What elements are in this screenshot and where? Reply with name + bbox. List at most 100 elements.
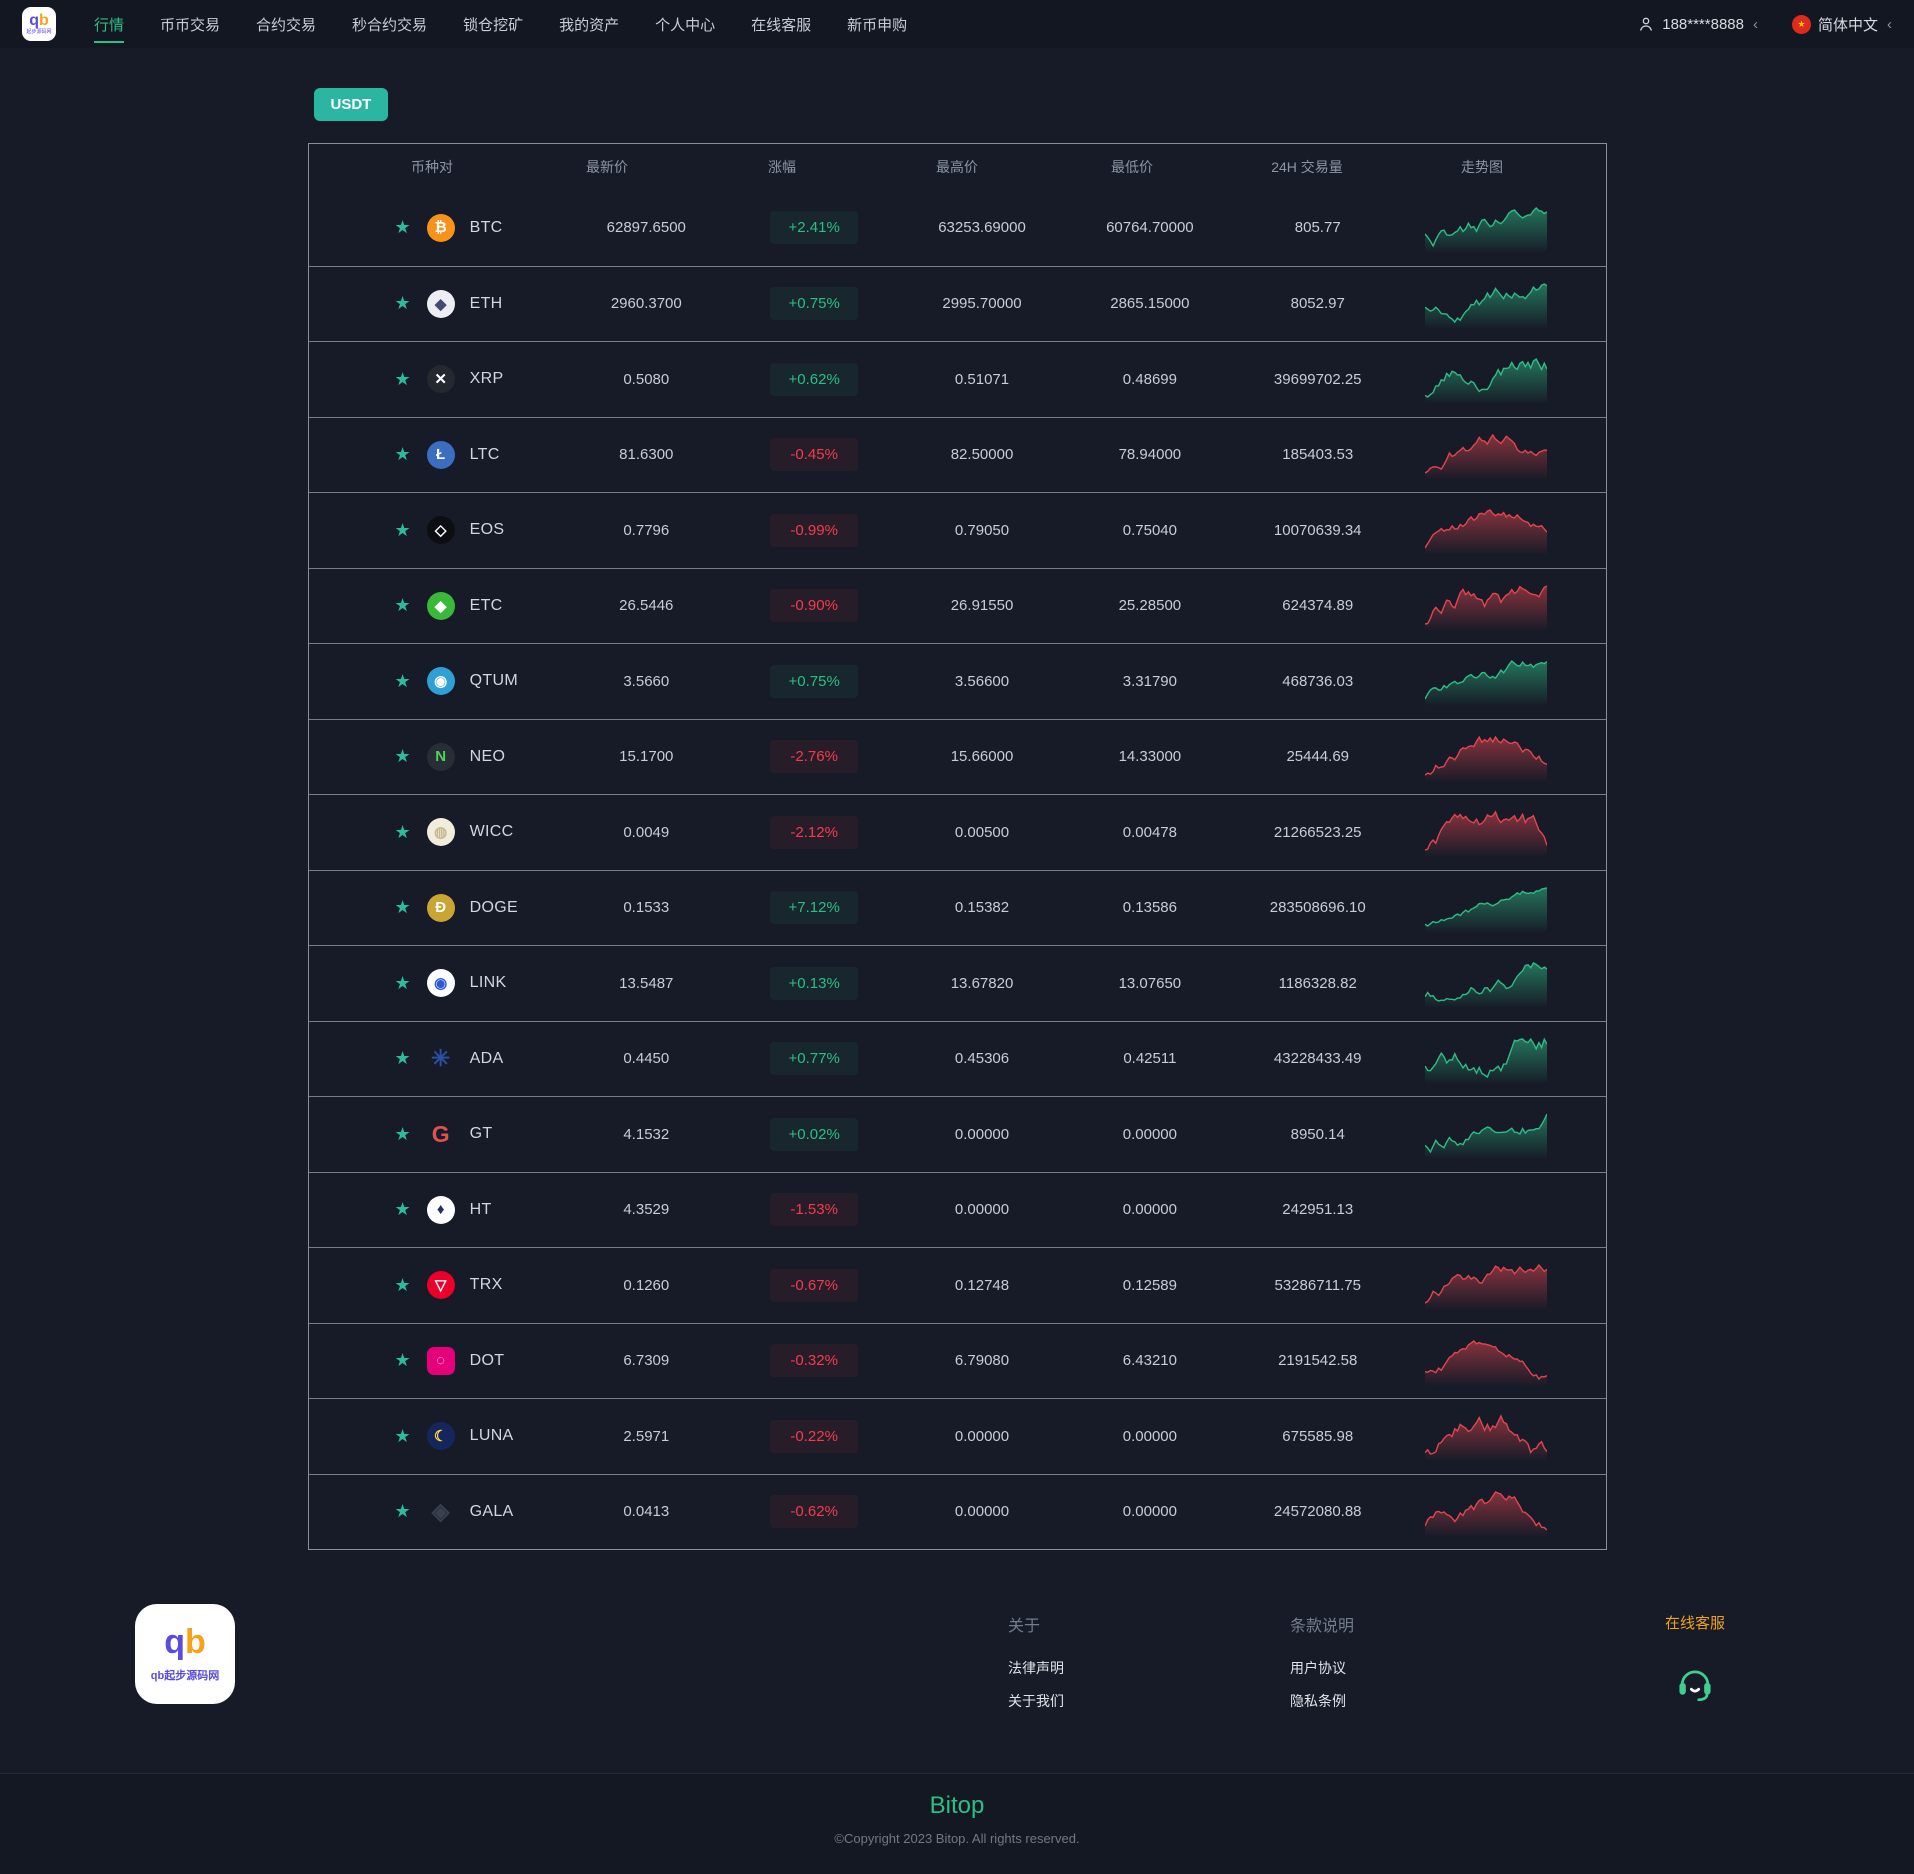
- low-price: 0.48699: [1122, 370, 1177, 388]
- favorite-star-icon[interactable]: ★: [394, 595, 411, 616]
- volume-24h: 53286711.75: [1274, 1276, 1361, 1294]
- volume-24h: 624374.89: [1282, 597, 1354, 615]
- nav-item-7[interactable]: 个人中心: [655, 16, 716, 34]
- low-price: 0.00000: [1122, 1125, 1177, 1143]
- nav-item-3[interactable]: 合约交易: [256, 16, 317, 34]
- change-badge: -0.67%: [770, 1268, 859, 1302]
- copyright-bar: Bitop ©Copyright 2023 Bitop. All rights …: [0, 1773, 1914, 1874]
- market-row-LINK[interactable]: ★ ◉ LINK 13.5487 +0.13% 13.67820 13.07650 11863…: [308, 945, 1606, 1021]
- volume-24h: 468736.03: [1282, 672, 1354, 690]
- user-account-menu[interactable]: 188****8888 ‹: [1637, 15, 1758, 33]
- market-row-ETC[interactable]: ★ ◆ ETC 26.5446 -0.90% 26.91550 25.28500 624374…: [308, 567, 1606, 644]
- trend-chart-cell: [1402, 1337, 1570, 1385]
- change-cell: -2.76%: [730, 740, 898, 774]
- change-cell: +0.75%: [730, 287, 898, 321]
- market-row-DOGE[interactable]: ★ Ð DOGE 0.1533 +7.12% 0.15382 0.13586 28350869…: [308, 869, 1606, 946]
- nav-item-2[interactable]: 币币交易: [160, 16, 221, 34]
- trend-chart-cell: [1402, 884, 1570, 932]
- nav-item-1[interactable]: 行情: [94, 0, 125, 48]
- qtum-coin-icon: ◉: [426, 667, 455, 696]
- change-badge: +0.02%: [770, 1117, 859, 1151]
- favorite-star-icon[interactable]: ★: [394, 1048, 411, 1069]
- headset-icon[interactable]: [1655, 1659, 1735, 1708]
- eth-coin-icon: ◆: [426, 289, 455, 318]
- high-price: 82.50000: [950, 446, 1014, 464]
- market-row-HT[interactable]: ★ ♦ HT 4.3529 -1.53% 0.00000 0.00000 242951.13: [308, 1171, 1606, 1248]
- market-table: 币种对 最新价 涨幅 最高价 最低价 24H 交易量 走势图 ★ ₿ BTC 62897.6500…: [307, 143, 1607, 1550]
- low-price: 14.33000: [1118, 748, 1182, 766]
- change-cell: -0.32%: [730, 1344, 898, 1378]
- trend-sparkline-ETC: [1424, 585, 1547, 630]
- favorite-star-icon[interactable]: ★: [394, 1123, 411, 1144]
- latest-price: 0.0413: [623, 1503, 670, 1521]
- coin-pair-cell: ★ N NEO: [345, 742, 563, 771]
- footer-terms-column: 条款说明 用户协议 隐私条例: [1290, 1612, 1354, 1724]
- market-row-ETH[interactable]: ★ ◆ ETH 2960.3700 +0.75% 2995.70000 2865.15000…: [308, 265, 1606, 342]
- favorite-star-icon[interactable]: ★: [394, 972, 411, 993]
- change-badge: -0.62%: [770, 1495, 859, 1529]
- nav-item-5[interactable]: 锁仓挖矿: [463, 16, 524, 34]
- nav-item-4[interactable]: 秒合约交易: [352, 16, 428, 34]
- favorite-star-icon[interactable]: ★: [394, 519, 411, 540]
- about-link-1[interactable]: 法律声明: [1008, 1660, 1064, 1676]
- high-price: 0.12748: [954, 1276, 1010, 1294]
- low-price: 2865.15000: [1110, 295, 1190, 313]
- about-link-2[interactable]: 关于我们: [1008, 1693, 1064, 1709]
- favorite-star-icon[interactable]: ★: [394, 1274, 411, 1295]
- favorite-star-icon[interactable]: ★: [394, 897, 411, 918]
- favorite-star-icon[interactable]: ★: [394, 746, 411, 767]
- market-row-GT[interactable]: ★ G GT 4.1532 +0.02% 0.00000 0.00000 8950.14: [308, 1096, 1606, 1172]
- column-header-7: 走势图: [1461, 159, 1503, 175]
- market-row-LTC[interactable]: ★ Ł LTC 81.6300 -0.45% 82.50000 78.94000 185403…: [308, 416, 1606, 493]
- change-cell: -0.22%: [730, 1419, 898, 1453]
- favorite-star-icon[interactable]: ★: [394, 821, 411, 842]
- nav-item-8[interactable]: 在线客服: [751, 16, 812, 34]
- favorite-star-icon[interactable]: ★: [394, 217, 411, 238]
- low-price: 0.13586: [1122, 899, 1177, 917]
- coin-symbol: ETH: [469, 294, 503, 312]
- market-row-LUNA[interactable]: ★ ☾ LUNA 2.5971 -0.22% 0.00000 0.00000 675585.9…: [308, 1398, 1606, 1474]
- favorite-star-icon[interactable]: ★: [394, 368, 411, 389]
- market-row-TRX[interactable]: ★ ▽ TRX 0.1260 -0.67% 0.12748 0.12589 53286711.…: [308, 1247, 1606, 1323]
- nav-item-6[interactable]: 我的资产: [559, 16, 620, 34]
- market-row-ADA[interactable]: ★ ✳ ADA 0.4450 +0.77% 0.45306 0.42511 43228433.…: [308, 1020, 1606, 1097]
- favorite-star-icon[interactable]: ★: [394, 670, 411, 691]
- nav-item-9[interactable]: 新币申购: [847, 16, 908, 34]
- high-price: 6.79080: [954, 1352, 1010, 1370]
- favorite-star-icon[interactable]: ★: [394, 1425, 411, 1446]
- favorite-star-icon[interactable]: ★: [394, 1199, 411, 1220]
- change-badge: +0.77%: [770, 1042, 859, 1076]
- high-price: 63253.69000: [938, 219, 1026, 237]
- market-row-NEO[interactable]: ★ N NEO 15.1700 -2.76% 15.66000 14.33000 25444.…: [308, 718, 1606, 795]
- coin-pair-cell: ★ ▽ TRX: [345, 1271, 563, 1300]
- market-row-BTC[interactable]: ★ ₿ BTC 62897.6500 +2.41% 63253.69000 60764.70…: [309, 190, 1606, 266]
- favorite-star-icon[interactable]: ★: [394, 1350, 411, 1371]
- online-support-link[interactable]: 在线客服: [1664, 1615, 1725, 1632]
- column-header-5: 最低价: [1111, 159, 1153, 175]
- main-menu: 行情 币币交易 合约交易 秒合约交易 锁仓挖矿 我的资产 个人中心 在线客服 新币申购: [94, 0, 907, 48]
- terms-link-2[interactable]: 隐私条例: [1290, 1693, 1346, 1709]
- favorite-star-icon[interactable]: ★: [394, 1501, 411, 1522]
- market-row-WICC[interactable]: ★ ◍ WICC 0.0049 -2.12% 0.00500 0.00478 21266523…: [308, 794, 1606, 870]
- market-row-GALA[interactable]: ★ ◈ GALA 0.0413 -0.62% 0.00000 0.00000 24572080…: [308, 1473, 1606, 1550]
- language-selector[interactable]: ★ 简体中文 ‹: [1791, 14, 1892, 35]
- change-cell: +0.02%: [730, 1117, 898, 1151]
- market-row-DOT[interactable]: ★ ◌ DOT 6.7309 -0.32% 6.79080 6.43210 2191542.5…: [308, 1322, 1606, 1399]
- trend-chart-cell: [1402, 1412, 1570, 1461]
- market-row-EOS[interactable]: ★ ◇ EOS 0.7796 -0.99% 0.79050 0.75040 10070639.…: [308, 492, 1606, 568]
- change-badge: +0.13%: [770, 966, 859, 1000]
- favorite-star-icon[interactable]: ★: [394, 444, 411, 465]
- usdt-tab-button[interactable]: USDT: [313, 88, 389, 121]
- terms-link-1[interactable]: 用户协议: [1290, 1660, 1346, 1676]
- trend-sparkline-XRP: [1424, 358, 1547, 404]
- volume-24h: 675585.98: [1282, 1427, 1354, 1445]
- coin-pair-cell: ★ ◆ ETC: [345, 591, 563, 620]
- trend-chart-cell: [1402, 431, 1570, 479]
- favorite-star-icon[interactable]: ★: [394, 293, 411, 314]
- market-row-QTUM[interactable]: ★ ◉ QTUM 3.5660 +0.75% 3.56600 3.31790 468736.0…: [308, 643, 1606, 719]
- btc-coin-icon: ₿: [426, 213, 455, 242]
- market-row-XRP[interactable]: ★ ✕ XRP 0.5080 +0.62% 0.51071 0.48699 39699702.…: [308, 341, 1606, 417]
- change-badge: +2.41%: [770, 211, 859, 245]
